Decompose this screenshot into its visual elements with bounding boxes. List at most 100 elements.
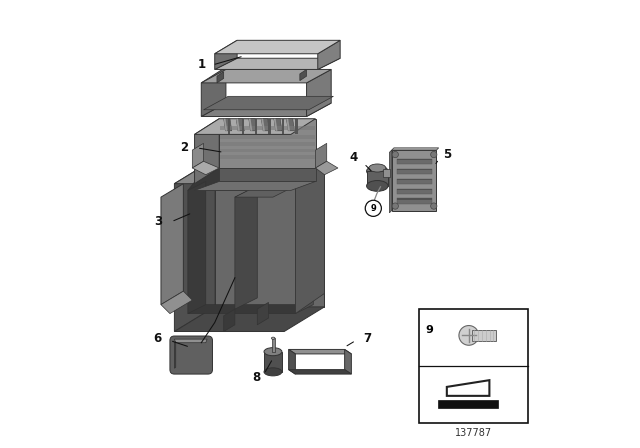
Text: 6: 6: [154, 332, 162, 345]
Polygon shape: [174, 339, 207, 343]
Polygon shape: [300, 69, 307, 81]
Polygon shape: [287, 119, 290, 131]
Polygon shape: [261, 119, 269, 131]
Polygon shape: [161, 184, 184, 305]
Polygon shape: [383, 169, 390, 177]
Polygon shape: [220, 155, 315, 159]
Polygon shape: [224, 309, 235, 332]
Polygon shape: [220, 149, 315, 152]
Polygon shape: [296, 168, 314, 314]
Text: 3: 3: [155, 215, 163, 228]
Polygon shape: [224, 119, 232, 131]
Polygon shape: [397, 159, 432, 164]
Ellipse shape: [271, 337, 275, 340]
Polygon shape: [192, 161, 220, 175]
Polygon shape: [195, 119, 220, 184]
Text: 2: 2: [180, 141, 188, 155]
Polygon shape: [289, 349, 351, 354]
Polygon shape: [287, 119, 294, 131]
Circle shape: [459, 326, 479, 345]
Polygon shape: [215, 40, 237, 69]
Polygon shape: [296, 159, 324, 314]
Polygon shape: [389, 150, 392, 213]
Polygon shape: [307, 69, 332, 116]
Polygon shape: [397, 159, 432, 160]
Polygon shape: [345, 349, 351, 374]
Polygon shape: [397, 179, 432, 180]
Polygon shape: [188, 181, 206, 314]
Text: 5: 5: [443, 148, 451, 161]
Ellipse shape: [367, 166, 388, 177]
Polygon shape: [215, 58, 340, 69]
Polygon shape: [438, 401, 499, 409]
Polygon shape: [289, 370, 351, 374]
FancyBboxPatch shape: [170, 336, 212, 374]
Polygon shape: [367, 171, 388, 186]
Ellipse shape: [264, 348, 282, 356]
Polygon shape: [255, 119, 257, 134]
Polygon shape: [236, 119, 244, 131]
Polygon shape: [202, 67, 226, 116]
Polygon shape: [271, 338, 275, 352]
Polygon shape: [274, 119, 278, 131]
Polygon shape: [220, 119, 316, 168]
Polygon shape: [202, 103, 332, 116]
Ellipse shape: [369, 164, 386, 172]
Polygon shape: [188, 305, 296, 314]
Polygon shape: [249, 119, 252, 131]
Text: 7: 7: [363, 332, 371, 345]
Text: 1: 1: [197, 58, 205, 72]
Polygon shape: [228, 119, 230, 134]
Text: 9: 9: [425, 325, 433, 335]
Polygon shape: [269, 119, 271, 134]
Polygon shape: [242, 119, 244, 134]
Polygon shape: [397, 198, 432, 200]
Polygon shape: [397, 198, 432, 204]
Polygon shape: [397, 169, 432, 170]
Polygon shape: [296, 119, 298, 134]
Polygon shape: [316, 143, 327, 168]
Polygon shape: [236, 119, 240, 131]
Ellipse shape: [367, 181, 388, 191]
Polygon shape: [397, 189, 432, 194]
Polygon shape: [161, 291, 192, 314]
Circle shape: [392, 151, 399, 158]
Polygon shape: [174, 159, 324, 184]
Polygon shape: [257, 302, 269, 325]
Polygon shape: [204, 96, 333, 110]
Polygon shape: [224, 119, 227, 131]
Polygon shape: [249, 119, 257, 131]
Polygon shape: [317, 40, 340, 69]
Polygon shape: [195, 119, 316, 134]
Polygon shape: [397, 189, 432, 190]
Polygon shape: [174, 159, 215, 332]
Text: 4: 4: [349, 151, 357, 164]
Bar: [419, 309, 528, 423]
Ellipse shape: [264, 368, 282, 376]
Text: 9: 9: [371, 204, 376, 213]
Text: 8: 8: [252, 370, 260, 384]
Polygon shape: [220, 135, 315, 139]
Circle shape: [431, 203, 437, 209]
Circle shape: [431, 151, 437, 158]
Polygon shape: [202, 69, 332, 83]
Polygon shape: [264, 352, 282, 372]
Text: 137787: 137787: [455, 428, 492, 438]
Polygon shape: [282, 119, 284, 134]
Circle shape: [392, 203, 399, 209]
Polygon shape: [392, 148, 439, 150]
Polygon shape: [289, 349, 296, 374]
Polygon shape: [235, 186, 257, 309]
Polygon shape: [235, 186, 296, 197]
Polygon shape: [195, 181, 316, 190]
Polygon shape: [174, 342, 176, 368]
Polygon shape: [188, 168, 314, 190]
Polygon shape: [392, 150, 436, 211]
Polygon shape: [220, 126, 315, 130]
Polygon shape: [215, 159, 324, 307]
Polygon shape: [192, 143, 204, 168]
Polygon shape: [174, 307, 324, 332]
Polygon shape: [215, 40, 340, 54]
Polygon shape: [220, 142, 315, 146]
Polygon shape: [220, 168, 316, 181]
